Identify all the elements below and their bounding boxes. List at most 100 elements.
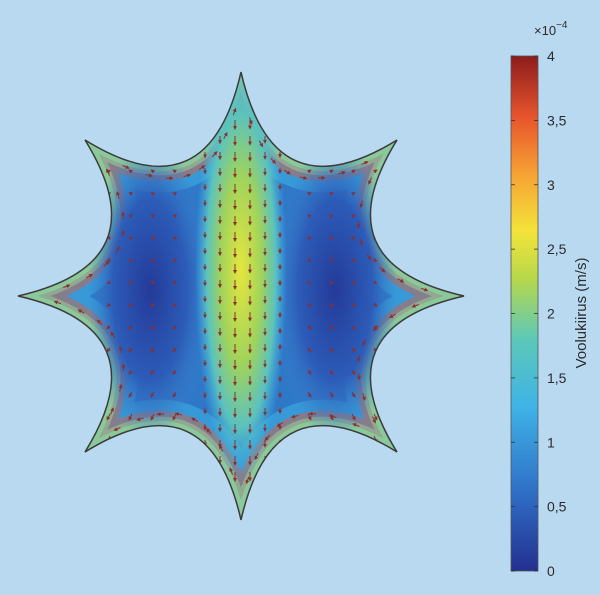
vector-arrow-edge	[122, 165, 130, 169]
vector-arrow-side	[172, 435, 177, 444]
vector-arrow-side	[373, 413, 378, 421]
colorbar-tick-label: 2,5	[547, 241, 567, 257]
vector-arrow-side	[351, 347, 356, 353]
vector-arrow-side	[150, 192, 155, 196]
vector-arrow-side	[307, 146, 312, 151]
vector-arrow-side	[329, 302, 334, 307]
vector-arrow-side	[307, 325, 312, 330]
vector-arrow-side	[128, 169, 133, 174]
vector-arrow-edge	[359, 238, 364, 247]
vector-arrow-side	[172, 280, 177, 284]
vector-arrow-edge	[245, 476, 250, 485]
vector-arrow-side	[329, 146, 334, 151]
vector-arrow-edge	[379, 266, 386, 273]
vector-arrow-side	[172, 325, 177, 330]
vector-arrow-edge	[63, 284, 71, 289]
vector-arrow-side	[351, 369, 356, 376]
vector-arrow-side	[172, 192, 177, 196]
vector-arrow-side	[351, 214, 356, 219]
vector-arrow-side	[351, 169, 356, 174]
vector-arrow-side	[106, 146, 111, 151]
vector-arrow-side	[351, 258, 356, 262]
vector-arrow-side	[128, 280, 133, 284]
vector-arrow-edge	[103, 261, 110, 267]
vector-arrow-edge	[211, 151, 218, 158]
vector-arrow-edge	[110, 331, 116, 339]
vector-arrow-side	[329, 325, 334, 330]
left-low-velocity-lobe	[88, 140, 212, 440]
vector-arrow-edge	[223, 131, 228, 139]
colorbar-tick-label: 0,5	[547, 499, 567, 515]
vector-arrow-side	[128, 347, 133, 353]
vector-arrow-side	[150, 369, 155, 376]
vector-arrow-side	[128, 214, 133, 219]
colorbar-ticks: 0 0,5 1 1,5 2 2,5 3 3,5 4	[511, 48, 567, 579]
vector-arrow-edge	[218, 444, 224, 452]
vector-arrow-edge	[361, 161, 369, 165]
vector-arrow-side	[172, 214, 177, 219]
vector-arrow-side	[373, 192, 378, 196]
vector-arrow-side	[307, 369, 312, 376]
colorbar-tick-label: 3	[547, 177, 555, 193]
vector-arrow-side	[150, 325, 155, 330]
vector-arrow-side	[351, 413, 356, 421]
vector-arrow-side	[172, 347, 177, 353]
colorbar-tick-label: 2	[547, 306, 555, 322]
vector-arrow-side	[150, 280, 155, 284]
vector-arrow-side	[329, 347, 334, 353]
vector-arrow-side	[150, 258, 155, 262]
vector-arrow-side	[150, 435, 155, 444]
vector-arrow-side	[172, 169, 177, 174]
vector-arrow-edge	[359, 200, 364, 208]
vector-arrow-side	[106, 325, 111, 330]
vector-arrow-side	[329, 435, 334, 444]
vector-arrow-edge	[270, 157, 276, 164]
vector-arrow-side	[373, 391, 378, 398]
domain-outline	[17, 71, 465, 521]
vector-arrow-edge	[372, 416, 376, 424]
vector-arrow-edge	[191, 417, 199, 423]
colorbar-tick-label: 3,5	[547, 112, 567, 128]
vector-arrow-side	[307, 391, 312, 398]
vector-arrow-edge	[290, 414, 299, 419]
vector-arrow-side	[106, 369, 111, 376]
vector-arrow-edge	[106, 168, 110, 176]
vector-arrow-edge	[420, 287, 429, 292]
vector-arrow-edge	[118, 345, 123, 354]
vector-arrow-edge	[299, 175, 308, 180]
vector-arrow-edge	[145, 173, 153, 178]
colorbar-gradient	[510, 55, 539, 572]
vector-arrow-side	[128, 369, 133, 376]
vector-arrow-side	[329, 214, 334, 219]
vector-arrow-edge	[397, 278, 405, 283]
vector-arrow-edge	[362, 393, 366, 401]
vector-arrow-edge	[174, 412, 183, 417]
central-high-velocity-band	[195, 72, 287, 480]
vector-arrow-edge	[96, 319, 103, 326]
vector-arrow-side	[172, 369, 177, 376]
vector-arrow-side	[128, 258, 133, 262]
vector-arrow-side	[106, 280, 111, 284]
vector-arrow-side	[329, 192, 334, 196]
vector-arrow-side	[106, 258, 111, 262]
vector-arrow-side	[150, 146, 155, 151]
vector-arrow-edge	[136, 417, 144, 422]
vector-arrow-side	[329, 258, 334, 262]
vector-arrow-side	[351, 325, 356, 330]
vector-arrow-side	[373, 369, 378, 376]
vector-arrow-edge	[366, 253, 372, 261]
vector-arrow-side	[373, 169, 378, 174]
vector-arrow-side	[106, 302, 111, 307]
vector-arrow-edge	[113, 427, 121, 431]
vector-arrow-side	[307, 214, 312, 219]
vector-arrow-edge	[258, 140, 264, 148]
vector-arrow-side	[307, 258, 312, 262]
vector-arrow-edge	[411, 303, 419, 308]
vector-arrow-edge	[229, 467, 234, 475]
vector-arrow-side	[329, 369, 334, 376]
vector-arrow-side	[351, 435, 356, 444]
flow-domain	[17, 71, 465, 521]
vector-arrow-side	[307, 192, 312, 196]
vector-arrow-edge	[362, 338, 367, 346]
vector-arrow-side	[128, 435, 133, 444]
